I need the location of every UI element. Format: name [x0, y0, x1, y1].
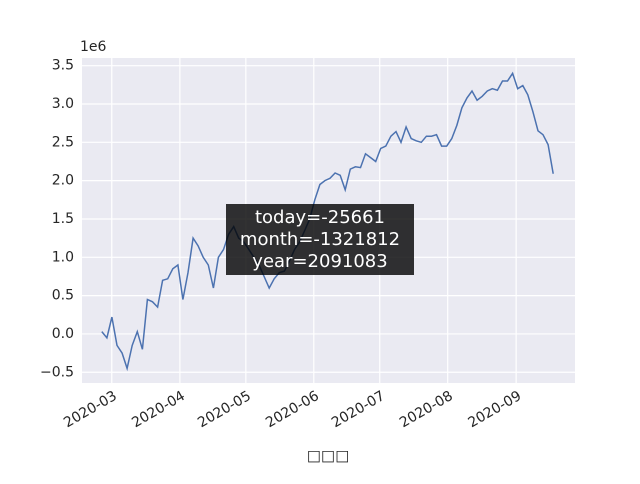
- annotation-text: year=2091083: [252, 251, 387, 272]
- y-offset-label: 1e6: [80, 39, 107, 55]
- y-tick-label: 3.0: [52, 96, 74, 112]
- annotation-background: [226, 204, 414, 275]
- x-tick-label: 2020-04: [129, 388, 188, 431]
- annotation-text: month=-1321812: [240, 229, 400, 250]
- x-tick-label: 2020-09: [466, 388, 525, 431]
- x-tick-label: 2020-03: [61, 388, 120, 431]
- y-tick-label: 2.0: [52, 173, 74, 189]
- x-axis-label: □□□: [307, 447, 350, 465]
- y-tick-label: 0.5: [52, 288, 74, 304]
- annotation-text: today=-25661: [255, 207, 385, 228]
- y-tick-label: 2.5: [52, 134, 74, 150]
- y-tick-label: 1.5: [52, 211, 74, 227]
- y-tick-label: 1.0: [52, 249, 74, 265]
- x-tick-label: 2020-06: [263, 388, 322, 431]
- y-tick-label: 0.0: [52, 326, 74, 342]
- y-tick-label: 3.5: [52, 58, 74, 74]
- y-tick-label: −0.5: [40, 364, 74, 380]
- line-series: [101, 71, 554, 372]
- x-tick-label: 2020-05: [195, 388, 254, 431]
- x-tick-label: 2020-08: [397, 388, 456, 431]
- x-tick-label: 2020-07: [329, 388, 388, 431]
